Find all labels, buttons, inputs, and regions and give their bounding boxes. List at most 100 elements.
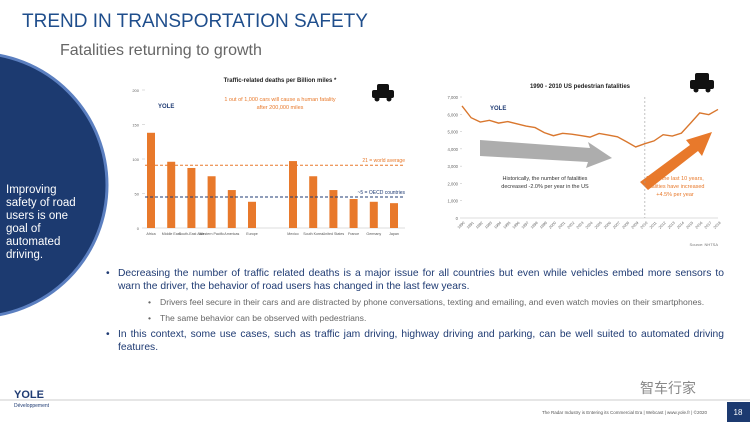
x-tick-label: 2006 [603, 221, 612, 230]
bar [309, 176, 318, 228]
page-box [727, 402, 750, 422]
source: Source: NHTSA [690, 242, 719, 247]
x-tick-label: 2010 [640, 221, 649, 230]
x-tick-label: 2001 [557, 221, 566, 230]
annotation: +4.5% per year [656, 192, 694, 198]
sidebar-circle [0, 53, 109, 317]
x-tick-label: 1993 [484, 221, 493, 230]
x-tick-label: 2011 [649, 221, 658, 230]
x-tick-label: 1996 [512, 221, 521, 230]
x-tick-label: 2008 [621, 221, 630, 230]
x-tick-label: 2015 [685, 221, 694, 230]
y-tick-label: 7,000 [448, 95, 459, 100]
x-tick-label: 2012 [658, 221, 667, 230]
x-tick-label: 2009 [631, 221, 640, 230]
bar [167, 161, 176, 228]
annotation: But in the last 10 years, [646, 176, 704, 182]
y-tick-label: 150 [132, 123, 139, 128]
x-tick-label: 1994 [493, 221, 502, 230]
y-tick-label: 5,000 [448, 130, 459, 135]
x-tick-label: South Korea [303, 232, 323, 236]
x-tick-label: 2003 [576, 221, 585, 230]
sidebar-text: driving. [6, 249, 43, 261]
bar [349, 199, 358, 228]
y-tick-label: 100 [132, 157, 139, 162]
x-tick-label: 2018 [713, 221, 722, 230]
x-tick-label: 2016 [695, 221, 704, 230]
x-tick-label: France [348, 232, 359, 236]
subtitle: Fatalities returning to growth [60, 42, 262, 59]
logo-sub: Développement [14, 403, 50, 409]
car-icon [372, 84, 394, 102]
reference-label: 21 = world average [362, 158, 405, 164]
wechat: 智车行家 [640, 380, 696, 396]
chart-title: Traffic-related deaths per Billion miles… [224, 78, 337, 84]
sidebar-text: Improving [6, 184, 57, 196]
logo: YOLE [14, 389, 44, 401]
annotation: decreased -2.0% per year in the US [501, 184, 589, 190]
annotation: fatalities have increased [645, 184, 704, 190]
x-tick-label: 1998 [530, 221, 539, 230]
x-tick-label: 2005 [594, 221, 603, 230]
x-tick-label: 1992 [475, 221, 484, 230]
bar [187, 167, 196, 228]
x-tick-label: South-East Asia [179, 232, 205, 236]
bar [390, 203, 398, 228]
y-tick-label: 2,000 [448, 181, 459, 186]
y-tick-label: 4,000 [448, 147, 459, 152]
car-icon [690, 73, 714, 93]
reference-label: ~5 = OECD countries [357, 190, 405, 196]
bar [329, 190, 338, 228]
sidebar-text: automated [6, 236, 60, 248]
x-tick-label: 2007 [612, 221, 621, 230]
x-tick-label: 2000 [548, 221, 557, 230]
bar [227, 190, 236, 228]
y-tick-label: 1,000 [448, 199, 459, 204]
x-tick-label: 1991 [466, 221, 475, 230]
bullet: Decreasing the number of traffic related… [106, 268, 724, 293]
x-tick-label: 1997 [521, 221, 530, 230]
y-tick-label: 3,000 [448, 164, 459, 169]
x-tick-label: Western Pacific [199, 232, 224, 236]
bar [207, 176, 216, 228]
x-tick-label: Americas [224, 232, 239, 236]
x-tick-label: 1990 [457, 221, 466, 230]
sidebar-text: safety of road [6, 197, 76, 209]
bar [248, 201, 256, 228]
annotation: after 200,000 miles [257, 105, 304, 111]
bullet: Drivers feel secure in their cars and ar… [148, 297, 724, 308]
chart-title: 1990 - 2010 US pedestrian fatalities [530, 84, 631, 90]
sidebar-text: users is one [6, 210, 68, 222]
tagline: The Radar Industry is Entering its Comme… [542, 409, 708, 415]
bullet: The same behavior can be observed with p… [148, 313, 724, 324]
x-tick-label: Japan [389, 232, 399, 236]
y-tick-label: 0 [456, 216, 459, 221]
x-tick-label: 1999 [539, 221, 548, 230]
x-tick-label: Africa [146, 232, 155, 236]
x-tick-label: Germany [366, 232, 381, 236]
x-tick-label: 2017 [704, 221, 713, 230]
annotation: Historically, the number of fatalities [503, 176, 588, 182]
chart-logo: YOLE [490, 106, 506, 112]
x-tick-label: Europe [246, 232, 258, 236]
x-tick-label: Middle East [162, 232, 181, 236]
bullet: In this context, some use cases, such as… [106, 329, 724, 354]
y-tick-label: 50 [135, 192, 140, 197]
bar [147, 132, 155, 228]
trend-arrow [480, 140, 612, 168]
x-tick-label: 1995 [503, 221, 512, 230]
title: TREND IN TRANSPORTATION SAFETY [22, 11, 368, 32]
x-tick-label: United States [323, 232, 345, 236]
x-tick-label: 2002 [567, 221, 576, 230]
y-tick-label: 6,000 [448, 112, 459, 117]
annotation: 1 out of 1,000 cars will cause a human f… [224, 97, 336, 103]
page-number: 18 [734, 408, 743, 417]
x-tick-label: 2014 [676, 221, 685, 230]
chart-logo: YOLE [158, 104, 174, 110]
bar [369, 201, 378, 228]
y-tick-label: 0 [137, 226, 140, 231]
line [461, 105, 719, 148]
x-tick-label: 2004 [585, 221, 594, 230]
